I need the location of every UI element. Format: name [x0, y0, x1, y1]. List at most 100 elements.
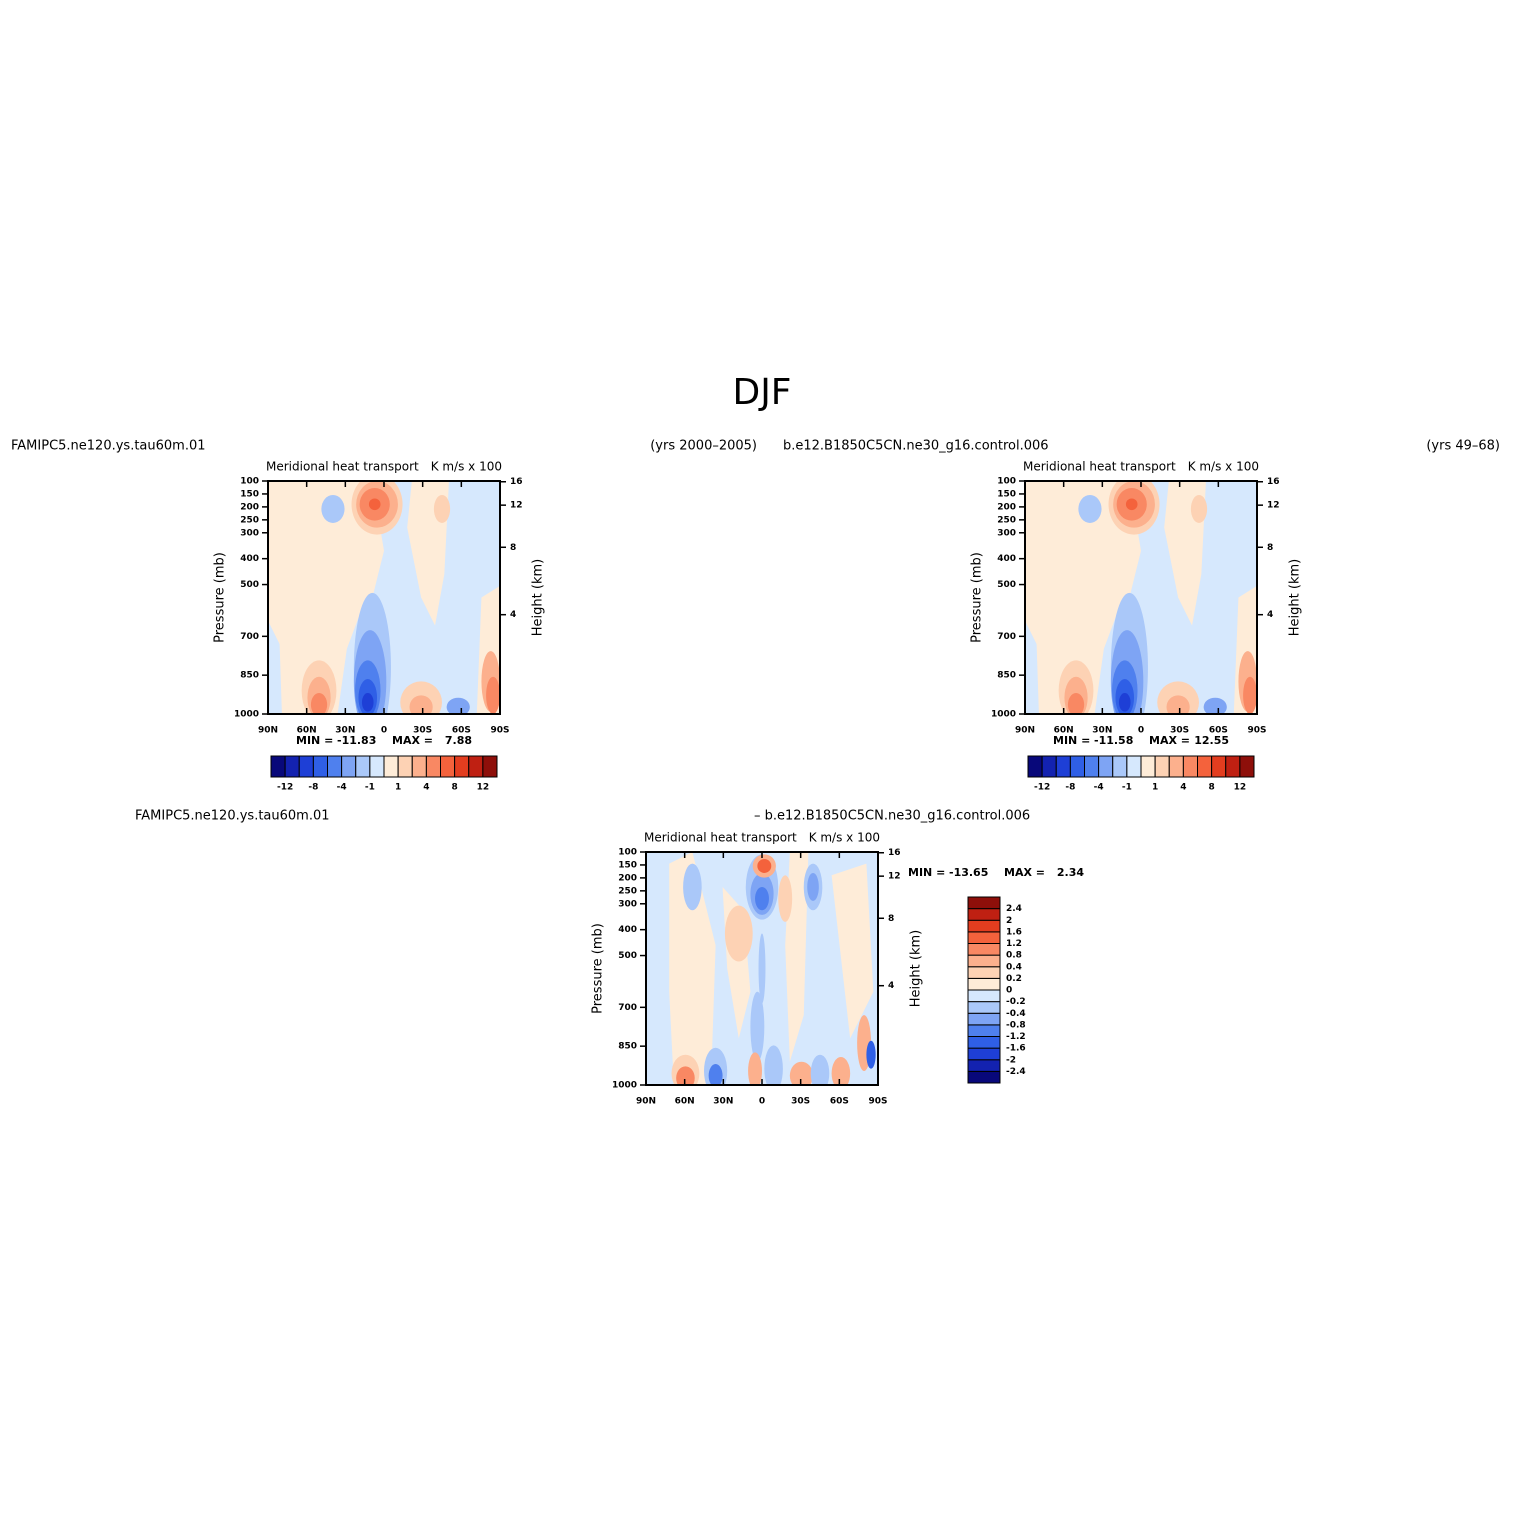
colorbar-box: [1098, 755, 1114, 778]
contour-region: [831, 1057, 851, 1085]
y-tick-label: 250: [618, 886, 637, 896]
y-tick-label: 250: [240, 515, 259, 525]
colorbar-label: -0.4: [1006, 1009, 1026, 1019]
colorbar-label: -1: [1122, 783, 1132, 793]
y-tick-label: 250: [997, 515, 1016, 525]
min-value: -13.65: [949, 866, 988, 879]
colorbar-box: [298, 755, 314, 778]
colorbar-box: [967, 896, 1001, 910]
colorbar-box: [967, 966, 1001, 979]
min-label: MIN =: [1053, 734, 1090, 747]
colorbar-label: -1.6: [1006, 1044, 1026, 1054]
colorbar-label: -2: [1006, 1055, 1016, 1065]
contour-region: [268, 481, 384, 714]
contour-region: [669, 852, 716, 1085]
x-tick-label: 60N: [297, 726, 317, 736]
contour-region: [778, 875, 793, 922]
y2-tick-label: 4: [510, 610, 516, 620]
y-tick-label: 200: [240, 502, 259, 512]
colorbar-label: -4: [337, 783, 347, 793]
colorbar-box: [440, 755, 456, 778]
x-tick-label: 60N: [675, 1097, 695, 1107]
x-tick-label: 30N: [1092, 726, 1112, 736]
colorbar-box: [1041, 755, 1057, 778]
x-tick-label: 60S: [830, 1097, 849, 1107]
contour-region: [748, 1052, 762, 1085]
contour-region: [724, 905, 753, 962]
colorbar-box: [1225, 755, 1241, 778]
contour-region: [1078, 494, 1102, 523]
contour-region: [755, 886, 769, 911]
colorbar-box: [1239, 755, 1255, 778]
colorbar-box: [967, 977, 1001, 991]
max-value: 7.88: [445, 734, 472, 747]
y2-tick-label: 4: [1267, 610, 1273, 620]
colorbar-box: [1126, 755, 1142, 778]
y2-tick-label: 12: [888, 872, 901, 882]
colorbar-box: [284, 755, 300, 778]
colorbar-label: -12: [1034, 783, 1050, 793]
colorbar-label: -0.2: [1006, 997, 1026, 1007]
contour-region: [831, 863, 874, 1039]
y-tick-label: 200: [618, 873, 637, 883]
contour-region: [1203, 697, 1227, 714]
colorbar-box: [967, 919, 1001, 933]
y-tick-label: 700: [618, 1003, 637, 1013]
x-tick-label: 90S: [868, 1097, 887, 1107]
y2-axis-label: Height (km): [1288, 559, 1303, 636]
y-tick-label: 500: [618, 951, 637, 961]
colorbar-box: [383, 755, 399, 778]
y-tick-label: 100: [240, 477, 259, 487]
plot-title: Meridional heat transport: [266, 460, 419, 474]
x-tick-label: 30S: [791, 1097, 810, 1107]
colorbar-box: [967, 1012, 1001, 1026]
x-tick-label: 90S: [490, 726, 509, 736]
y2-tick-label: 16: [510, 477, 523, 487]
plot-units: K m/s x 100: [1188, 460, 1259, 474]
contour-region: [1118, 693, 1131, 712]
y2-tick-label: 8: [510, 543, 516, 553]
y2-axis-label: Height (km): [531, 559, 546, 636]
colorbar-label: 1: [395, 783, 401, 793]
contour-region: [810, 1054, 830, 1085]
min-value: -11.83: [337, 734, 376, 747]
figure-title: DJF: [732, 372, 791, 413]
plot-title: Meridional heat transport: [1023, 460, 1176, 474]
max-label: MAX =: [392, 734, 433, 747]
colorbar-box: [270, 755, 286, 778]
colorbar-label: 1: [1152, 783, 1158, 793]
y-tick-label: 100: [997, 477, 1016, 487]
contour-region: [409, 695, 433, 714]
contour-region: [361, 693, 374, 712]
contour-field: [1025, 481, 1257, 714]
contour-region: [807, 872, 819, 901]
colorbar-box: [967, 1070, 1001, 1084]
plot-title: Meridional heat transport: [644, 831, 797, 845]
colorbar-box: [1027, 755, 1043, 778]
x-tick-label: 60S: [1209, 726, 1228, 736]
center-label: – b.e12.B1850C5CN.ne30_g16.control.006: [754, 809, 1030, 824]
y-tick-label: 850: [618, 1042, 637, 1052]
y-tick-label: 200: [997, 502, 1016, 512]
colorbar-box: [1140, 755, 1156, 778]
y-tick-label: 150: [240, 489, 259, 499]
contour-region: [750, 991, 765, 1062]
y2-tick-label: 12: [1267, 501, 1280, 511]
colorbar-box: [468, 755, 484, 778]
colorbar-box: [1112, 755, 1128, 778]
colorbar-label: -8: [308, 783, 318, 793]
y-tick-label: 500: [240, 580, 259, 590]
y-tick-label: 400: [618, 925, 637, 935]
plot-units: K m/s x 100: [809, 831, 880, 845]
contour-region: [866, 1040, 876, 1069]
y-tick-label: 1000: [991, 710, 1016, 720]
colorbar-label: 8: [1208, 783, 1214, 793]
colorbar-box: [967, 943, 1001, 956]
colorbar-box: [967, 1059, 1001, 1072]
contour-region: [486, 676, 500, 714]
colorbar-box: [1084, 755, 1100, 778]
contour-region: [676, 1066, 695, 1085]
contour-region: [789, 1061, 814, 1085]
colorbar-label: 1.2: [1006, 939, 1022, 949]
